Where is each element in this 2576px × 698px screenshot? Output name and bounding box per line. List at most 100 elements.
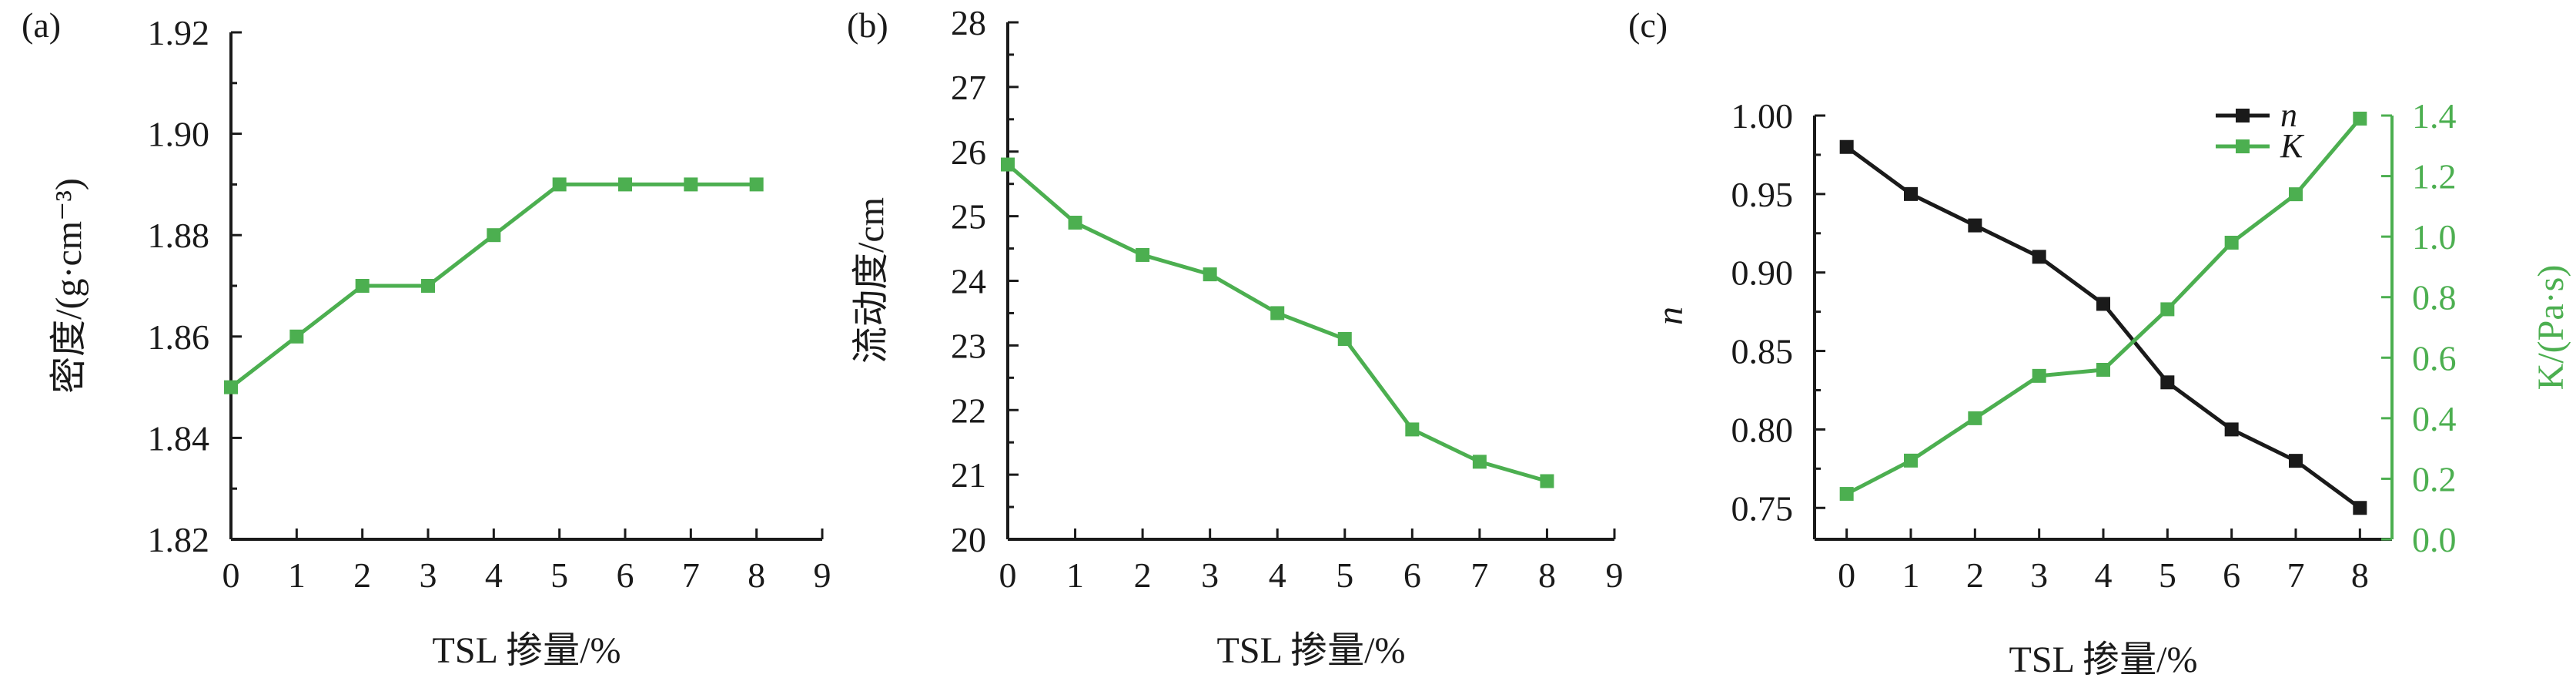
- y2-tick-label: 0.0: [2412, 520, 2457, 559]
- x-tick-label: 0: [222, 555, 240, 595]
- series-line-0: [1006, 163, 1548, 483]
- data-point: [2160, 302, 2175, 317]
- x-tick-label: 0: [999, 555, 1017, 595]
- y-tick-label: 20: [951, 520, 986, 559]
- data-point: [2032, 368, 2046, 383]
- legend-swatch-marker: [2236, 139, 2250, 153]
- x-tick-label: 2: [1966, 555, 1984, 595]
- data-point: [487, 228, 501, 243]
- data-point: [2353, 501, 2367, 515]
- y-tick-label: 1.82: [148, 520, 210, 559]
- y2-axis-title: K/(Pa·s): [2531, 265, 2571, 391]
- y-tick-label: 0.80: [1731, 410, 1794, 449]
- x-tick-label: 0: [1838, 555, 1855, 595]
- x-tick-label: 9: [814, 555, 831, 595]
- x-axis-title: TSL 掺量/%: [433, 630, 621, 671]
- data-point: [1904, 186, 1918, 201]
- x-tick-label: 9: [1606, 555, 1624, 595]
- x-tick-label: 3: [2030, 555, 2048, 595]
- x-tick-label: 2: [353, 555, 371, 595]
- panel-label: (a): [22, 5, 61, 45]
- y-tick-label: 0.85: [1731, 332, 1794, 371]
- y-tick-label: 0.75: [1731, 488, 1794, 528]
- x-tick-label: 7: [682, 555, 700, 595]
- x-tick-label: 7: [2287, 555, 2305, 595]
- legend-swatch-marker: [2236, 109, 2250, 122]
- data-point: [2289, 187, 2303, 202]
- legend-label: K: [2280, 127, 2305, 165]
- y2-tick-label: 0.2: [2412, 459, 2457, 498]
- data-point: [1136, 247, 1150, 262]
- y-axis-title: 密度/(g·cm⁻³): [49, 178, 89, 394]
- x-tick-label: 3: [1201, 555, 1219, 595]
- y-tick-label: 1.00: [1731, 96, 1794, 136]
- y2-tick-label: 0.4: [2412, 399, 2457, 438]
- y-tick-label: 1.92: [148, 13, 210, 52]
- y-tick-label: 25: [951, 197, 986, 237]
- data-point: [224, 380, 238, 394]
- data-point: [421, 279, 435, 293]
- x-tick-label: 4: [2095, 555, 2113, 595]
- data-point: [1203, 267, 1217, 282]
- data-point: [355, 279, 370, 293]
- y-tick-label: 1.90: [148, 115, 210, 154]
- y-tick-label: 1.84: [148, 418, 210, 458]
- x-tick-label: 4: [1269, 555, 1286, 595]
- y2-tick-label: 1.4: [2412, 96, 2457, 136]
- y2-tick-label: 1.0: [2412, 217, 2457, 257]
- series-line-0: [229, 182, 757, 389]
- data-point: [552, 177, 567, 192]
- y-tick-label: 27: [951, 68, 986, 107]
- data-point: [2289, 454, 2303, 468]
- x-tick-label: 1: [1902, 555, 1920, 595]
- data-point: [2160, 375, 2175, 390]
- y-tick-label: 1.86: [148, 317, 210, 357]
- data-point: [2224, 236, 2239, 250]
- data-point: [1904, 453, 1918, 468]
- data-point: [1405, 422, 1420, 437]
- data-point: [749, 177, 764, 192]
- x-tick-label: 1: [288, 555, 306, 595]
- panel-label: (c): [1628, 5, 1668, 45]
- data-point: [1337, 331, 1352, 346]
- x-tick-label: 6: [617, 555, 634, 595]
- y-tick-label: 24: [951, 262, 986, 301]
- data-point: [1839, 487, 1854, 502]
- data-point: [1001, 157, 1015, 172]
- y-tick-label: 0.95: [1731, 175, 1794, 214]
- x-tick-label: 5: [550, 555, 568, 595]
- x-tick-label: 7: [1470, 555, 1488, 595]
- x-tick-label: 6: [1403, 555, 1421, 595]
- y-axis-title: n: [1650, 307, 1691, 325]
- x-tick-label: 8: [748, 555, 765, 595]
- y-tick-label: 1.88: [148, 216, 210, 255]
- data-point: [2096, 363, 2110, 377]
- data-point: [1968, 411, 1982, 425]
- y2-tick-label: 0.6: [2412, 338, 2457, 378]
- legend-label: n: [2280, 96, 2297, 134]
- y-tick-label: 28: [951, 3, 986, 42]
- data-point: [1540, 474, 1554, 488]
- data-point: [2353, 111, 2367, 126]
- data-point: [1839, 139, 1854, 154]
- y2-tick-label: 0.8: [2412, 278, 2457, 317]
- data-point: [618, 177, 632, 192]
- x-tick-label: 8: [1538, 555, 1556, 595]
- y-tick-label: 22: [951, 391, 986, 430]
- y2-tick-label: 1.2: [2412, 157, 2457, 196]
- x-axis-title: TSL 掺量/%: [2009, 639, 2198, 680]
- x-tick-label: 2: [1134, 555, 1152, 595]
- data-point: [1968, 218, 1982, 233]
- data-point: [2096, 297, 2110, 311]
- x-tick-label: 3: [420, 555, 437, 595]
- x-tick-label: 8: [2351, 555, 2369, 595]
- data-point: [289, 329, 304, 344]
- x-axis-title: TSL 掺量/%: [1217, 630, 1406, 671]
- data-point: [2224, 422, 2239, 437]
- y-axis-title: 流动度/cm: [851, 197, 892, 364]
- y-tick-label: 21: [951, 455, 986, 495]
- x-tick-label: 5: [2159, 555, 2176, 595]
- data-point: [1472, 455, 1487, 469]
